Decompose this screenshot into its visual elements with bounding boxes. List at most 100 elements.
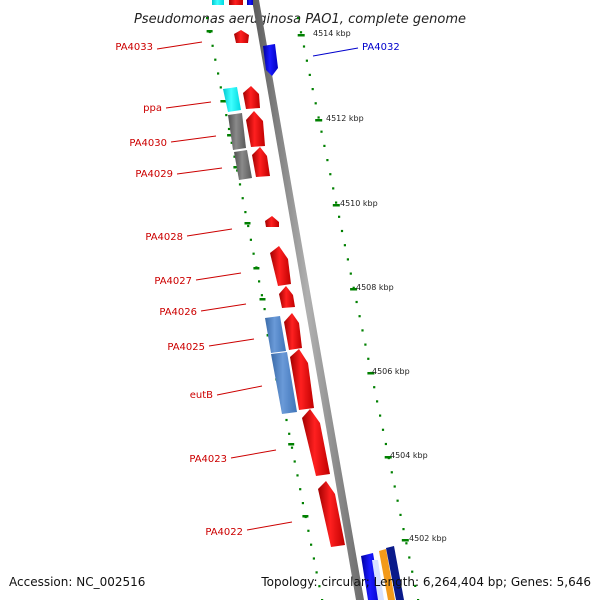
gene-label-pa4022[interactable]: PA4022 xyxy=(205,527,243,538)
guide-dot xyxy=(299,31,303,34)
guide-dot xyxy=(302,45,306,48)
label-tick xyxy=(253,267,260,270)
gene-arrow-pa4025[interactable] xyxy=(284,313,302,350)
guide-dot xyxy=(310,543,313,546)
guide-dot xyxy=(414,584,417,587)
guide-dot xyxy=(326,159,329,162)
label-tick xyxy=(227,134,234,137)
guide-dot xyxy=(236,169,239,172)
guide-dot xyxy=(381,428,385,431)
gene-arrow-pa4027[interactable] xyxy=(270,246,291,286)
guide-dot xyxy=(288,432,291,435)
label-tick xyxy=(206,30,213,33)
guide-dot xyxy=(301,502,304,505)
guide-dot xyxy=(405,542,408,545)
guide-dot xyxy=(299,488,302,491)
guide-dot xyxy=(247,224,250,228)
label-tick xyxy=(259,298,266,301)
guide-dot xyxy=(364,343,367,346)
gene-label-pa4033[interactable]: PA4033 xyxy=(115,42,153,53)
scale-tick xyxy=(315,119,323,122)
guide-dot xyxy=(217,72,220,75)
gene-arrow-eutb[interactable] xyxy=(290,349,314,410)
label-tick xyxy=(244,222,251,225)
guide-dot xyxy=(346,258,349,261)
label-tick xyxy=(220,100,227,103)
gene-arrow-pa4022[interactable] xyxy=(318,481,345,547)
guide-dot xyxy=(225,114,228,117)
guide-dot xyxy=(211,44,214,47)
gene-arrow-pa4030-grey[interactable] xyxy=(228,113,246,150)
guide-dot xyxy=(315,571,318,574)
gene-arrow-eutb-steel[interactable] xyxy=(271,352,297,414)
gene-label-ppa[interactable]: ppa xyxy=(143,103,162,114)
guide-dot xyxy=(399,513,402,516)
gene-label-pa4028[interactable]: PA4028 xyxy=(145,232,183,243)
gene-label-pa4030[interactable]: PA4030 xyxy=(129,138,167,149)
guide-dot xyxy=(296,474,299,477)
guide-dot xyxy=(373,386,376,389)
scale-tick-labels: 4514 kbp 4512 kbp 4510 kbp 4508 kbp 4506… xyxy=(313,29,447,543)
guide-dot xyxy=(285,418,288,422)
label-tick xyxy=(233,166,240,169)
guide-dot xyxy=(340,229,344,233)
gene-label-pa4029[interactable]: PA4029 xyxy=(135,169,173,180)
scale-label-4502: 4502 kbp xyxy=(409,534,447,543)
gene-arrow-pa4025-steel[interactable] xyxy=(265,316,286,353)
footer-accession: Accession: NC_002516 xyxy=(9,575,145,589)
label-tick xyxy=(302,515,309,518)
gene-arrow-pa4032[interactable] xyxy=(263,44,278,76)
scale-tick xyxy=(401,539,409,542)
guide-dot xyxy=(320,130,323,133)
guide-dot xyxy=(390,471,393,474)
guide-dot xyxy=(402,528,405,531)
guide-dot xyxy=(343,244,346,247)
gene-arrow-pa4026[interactable] xyxy=(279,286,295,308)
gene-arrow-pa4033[interactable] xyxy=(234,30,249,43)
gene-arrow-pa4030[interactable] xyxy=(246,111,265,147)
guide-dot xyxy=(329,173,332,176)
map-title: Pseudomonas aeruginosa PAO1, complete ge… xyxy=(134,12,466,27)
gene-label-pa4026[interactable]: PA4026 xyxy=(159,307,197,318)
guide-dot xyxy=(219,86,222,89)
guide-dot xyxy=(230,141,233,144)
gene-label-eutb[interactable]: eutB xyxy=(190,390,213,401)
guide-dot xyxy=(308,73,311,76)
gene-label-pa4027[interactable]: PA4027 xyxy=(154,276,192,287)
guide-dot xyxy=(396,499,399,502)
guide-dot xyxy=(314,102,317,105)
gene-features xyxy=(223,30,345,547)
guide-dot xyxy=(352,286,355,289)
guide-dot xyxy=(238,183,242,186)
footer-summary: Topology: circular; Length: 6,264,404 bp… xyxy=(260,575,591,589)
gene-labels: PA4033 PA4032 ppa PA4030 PA4029 PA4028 P… xyxy=(115,41,400,538)
scale-tick xyxy=(332,204,340,207)
gene-arrow-pa4029[interactable] xyxy=(252,147,270,177)
gene-arrow-pa4029-grey[interactable] xyxy=(234,150,252,180)
guide-dot xyxy=(332,187,335,190)
guide-dot xyxy=(349,272,352,275)
scale-tick xyxy=(297,34,305,37)
gene-arrow-pa4028[interactable] xyxy=(265,216,279,227)
guide-dot xyxy=(249,238,252,241)
guide-dot xyxy=(297,17,300,20)
scale-label-4506: 4506 kbp xyxy=(372,367,410,376)
guide-dot xyxy=(411,570,414,573)
gene-label-pa4023[interactable]: PA4023 xyxy=(189,454,227,465)
gene-label-pa4032[interactable]: PA4032 xyxy=(362,42,400,53)
guide-dot xyxy=(376,400,379,403)
gene-arrow-ppa-neighbor[interactable] xyxy=(243,86,260,109)
scale-label-4504: 4504 kbp xyxy=(390,451,428,460)
gene-arrow-ppa[interactable] xyxy=(223,87,241,112)
guide-dot xyxy=(305,59,308,62)
guide-dot xyxy=(206,17,209,20)
gene-label-pa4025[interactable]: PA4025 xyxy=(167,342,205,353)
guide-dot xyxy=(355,300,358,304)
scale-label-4514: 4514 kbp xyxy=(313,29,351,38)
guide-dot xyxy=(318,585,321,588)
guide-dot xyxy=(241,197,244,200)
guide-dot xyxy=(338,215,341,218)
gene-arrow-pa4023[interactable] xyxy=(302,409,330,476)
guide-dot xyxy=(384,442,387,446)
